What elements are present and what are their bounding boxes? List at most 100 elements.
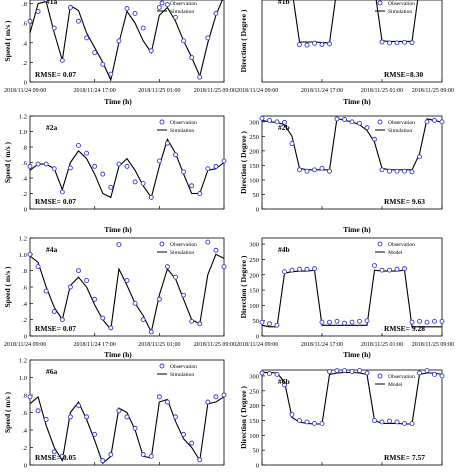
- chart-panel: 0 50 100 150 200 250 300 Time (h) Direction ( De…: [239, 115, 445, 234]
- y-tick-label: 300: [249, 373, 259, 380]
- observation-point: [402, 168, 407, 174]
- y-tick-label: 250: [249, 134, 259, 141]
- observation-point: [432, 117, 437, 123]
- legend-label: Model: [388, 250, 403, 256]
- rmse-annotation: RMSE=8.30: [384, 70, 423, 79]
- observation-point: [357, 318, 362, 324]
- plot-frame: [29, 115, 225, 210]
- x-tick-label: 2018/11/25 01:00: [361, 342, 403, 348]
- observation-point: [387, 418, 392, 424]
- observation-point: [221, 264, 227, 270]
- y-tick-label: 0: [24, 80, 27, 87]
- legend-label: Observation: [170, 120, 197, 126]
- observation-point: [394, 40, 400, 46]
- y-tick-label: 1.0: [19, 252, 27, 259]
- observation-point: [327, 319, 332, 325]
- x-tick-label: 2018/11/24 09:00: [236, 88, 278, 94]
- observation-point: [334, 368, 340, 374]
- observation-point: [67, 165, 73, 171]
- observation-point: [197, 74, 203, 80]
- y-tick-label: 0: [256, 207, 259, 214]
- observation-point: [364, 318, 370, 324]
- observation-point: [297, 167, 302, 173]
- observation-point: [312, 167, 317, 173]
- y-tick-label: 200: [249, 148, 259, 155]
- observation-point: [402, 266, 407, 272]
- x-tick-label: 2018/11/24 17:00: [74, 88, 116, 94]
- observation-point: [92, 431, 98, 437]
- observation-point: [213, 394, 219, 400]
- observation-point: [197, 321, 203, 327]
- series-line: [261, 269, 442, 328]
- observation-point: [35, 161, 41, 167]
- observation-point: [43, 417, 49, 422]
- observation-point: [164, 264, 170, 270]
- observation-point: [35, 8, 41, 14]
- observation-point: [205, 239, 211, 245]
- y-axis-title: Speed ( m/s ): [3, 20, 12, 62]
- observation-point: [327, 41, 332, 47]
- observation-point: [148, 194, 154, 200]
- x-tick-label: 2018/11/25 09:00: [194, 342, 236, 348]
- legend-label: Observation: [170, 364, 197, 370]
- observation-point: [334, 318, 340, 324]
- observation-point: [140, 25, 146, 31]
- observation-point: [304, 42, 310, 48]
- observation-point: [364, 125, 370, 131]
- observation-point: [312, 420, 317, 426]
- rmse-annotation: RMSE= 9.28: [384, 324, 425, 333]
- rmse-annotation: RMSE= 0.07: [35, 197, 76, 206]
- observation-point: [282, 382, 287, 388]
- legend-label: Observation: [170, 242, 197, 248]
- y-tick-label: 0: [256, 463, 259, 470]
- observation-point: [132, 425, 138, 431]
- plot-frame: [261, 0, 443, 83]
- x-tick-label: 2018/11/25 01:00: [138, 88, 180, 94]
- y-tick-label: .2: [22, 191, 27, 198]
- rmse-annotation: RMSE= 9.63: [384, 197, 425, 206]
- observation-point: [213, 163, 219, 169]
- observation-point: [439, 119, 445, 125]
- observation-point: [84, 414, 90, 420]
- y-tick-label: .8: [22, 393, 27, 400]
- observation-point: [51, 449, 57, 455]
- y-axis-title: Speed ( m/s ): [3, 141, 12, 183]
- panel-label: #4a: [46, 245, 58, 254]
- chart-panel: 2018/11/24 09:00 2018/11/24 17:00 2018/11/…: [236, 0, 454, 106]
- observation-point: [67, 284, 73, 290]
- observation-point: [439, 318, 445, 324]
- y-axis-title: Speed ( m/s ): [3, 391, 12, 433]
- observation-point: [424, 368, 430, 374]
- observation-point: [108, 71, 114, 77]
- observation-point: [349, 319, 355, 325]
- observation-point: [349, 369, 355, 374]
- observation-point: [124, 163, 130, 169]
- observation-point: [164, 399, 170, 405]
- observation-point: [409, 40, 415, 46]
- observation-point: [342, 117, 347, 122]
- observation-point: [189, 55, 195, 60]
- observation-point: [379, 267, 385, 273]
- y-tick-label: .4: [22, 428, 28, 435]
- observation-point: [259, 370, 265, 376]
- y-tick-label: .4: [22, 301, 28, 308]
- observation-point: [35, 264, 41, 270]
- observation-point: [100, 61, 106, 67]
- observation-point: [349, 119, 355, 125]
- observation-point: [267, 117, 272, 123]
- observation-point: [357, 120, 362, 126]
- observation-point: [282, 119, 287, 125]
- observation-point: [92, 296, 98, 302]
- legend-label: Simulation: [388, 9, 412, 15]
- observation-point: [297, 42, 302, 47]
- observation-point: [124, 278, 130, 283]
- y-tick-label: .8: [22, 145, 27, 152]
- observation-point: [334, 116, 340, 122]
- observation-point: [156, 394, 162, 400]
- y-axis-title: Direction ( Degree ): [239, 9, 248, 72]
- y-tick-label: 100: [249, 177, 259, 184]
- observation-point: [379, 419, 385, 425]
- x-tick-label: 2018/11/24 09:00: [236, 342, 278, 348]
- observation-point: [76, 403, 81, 408]
